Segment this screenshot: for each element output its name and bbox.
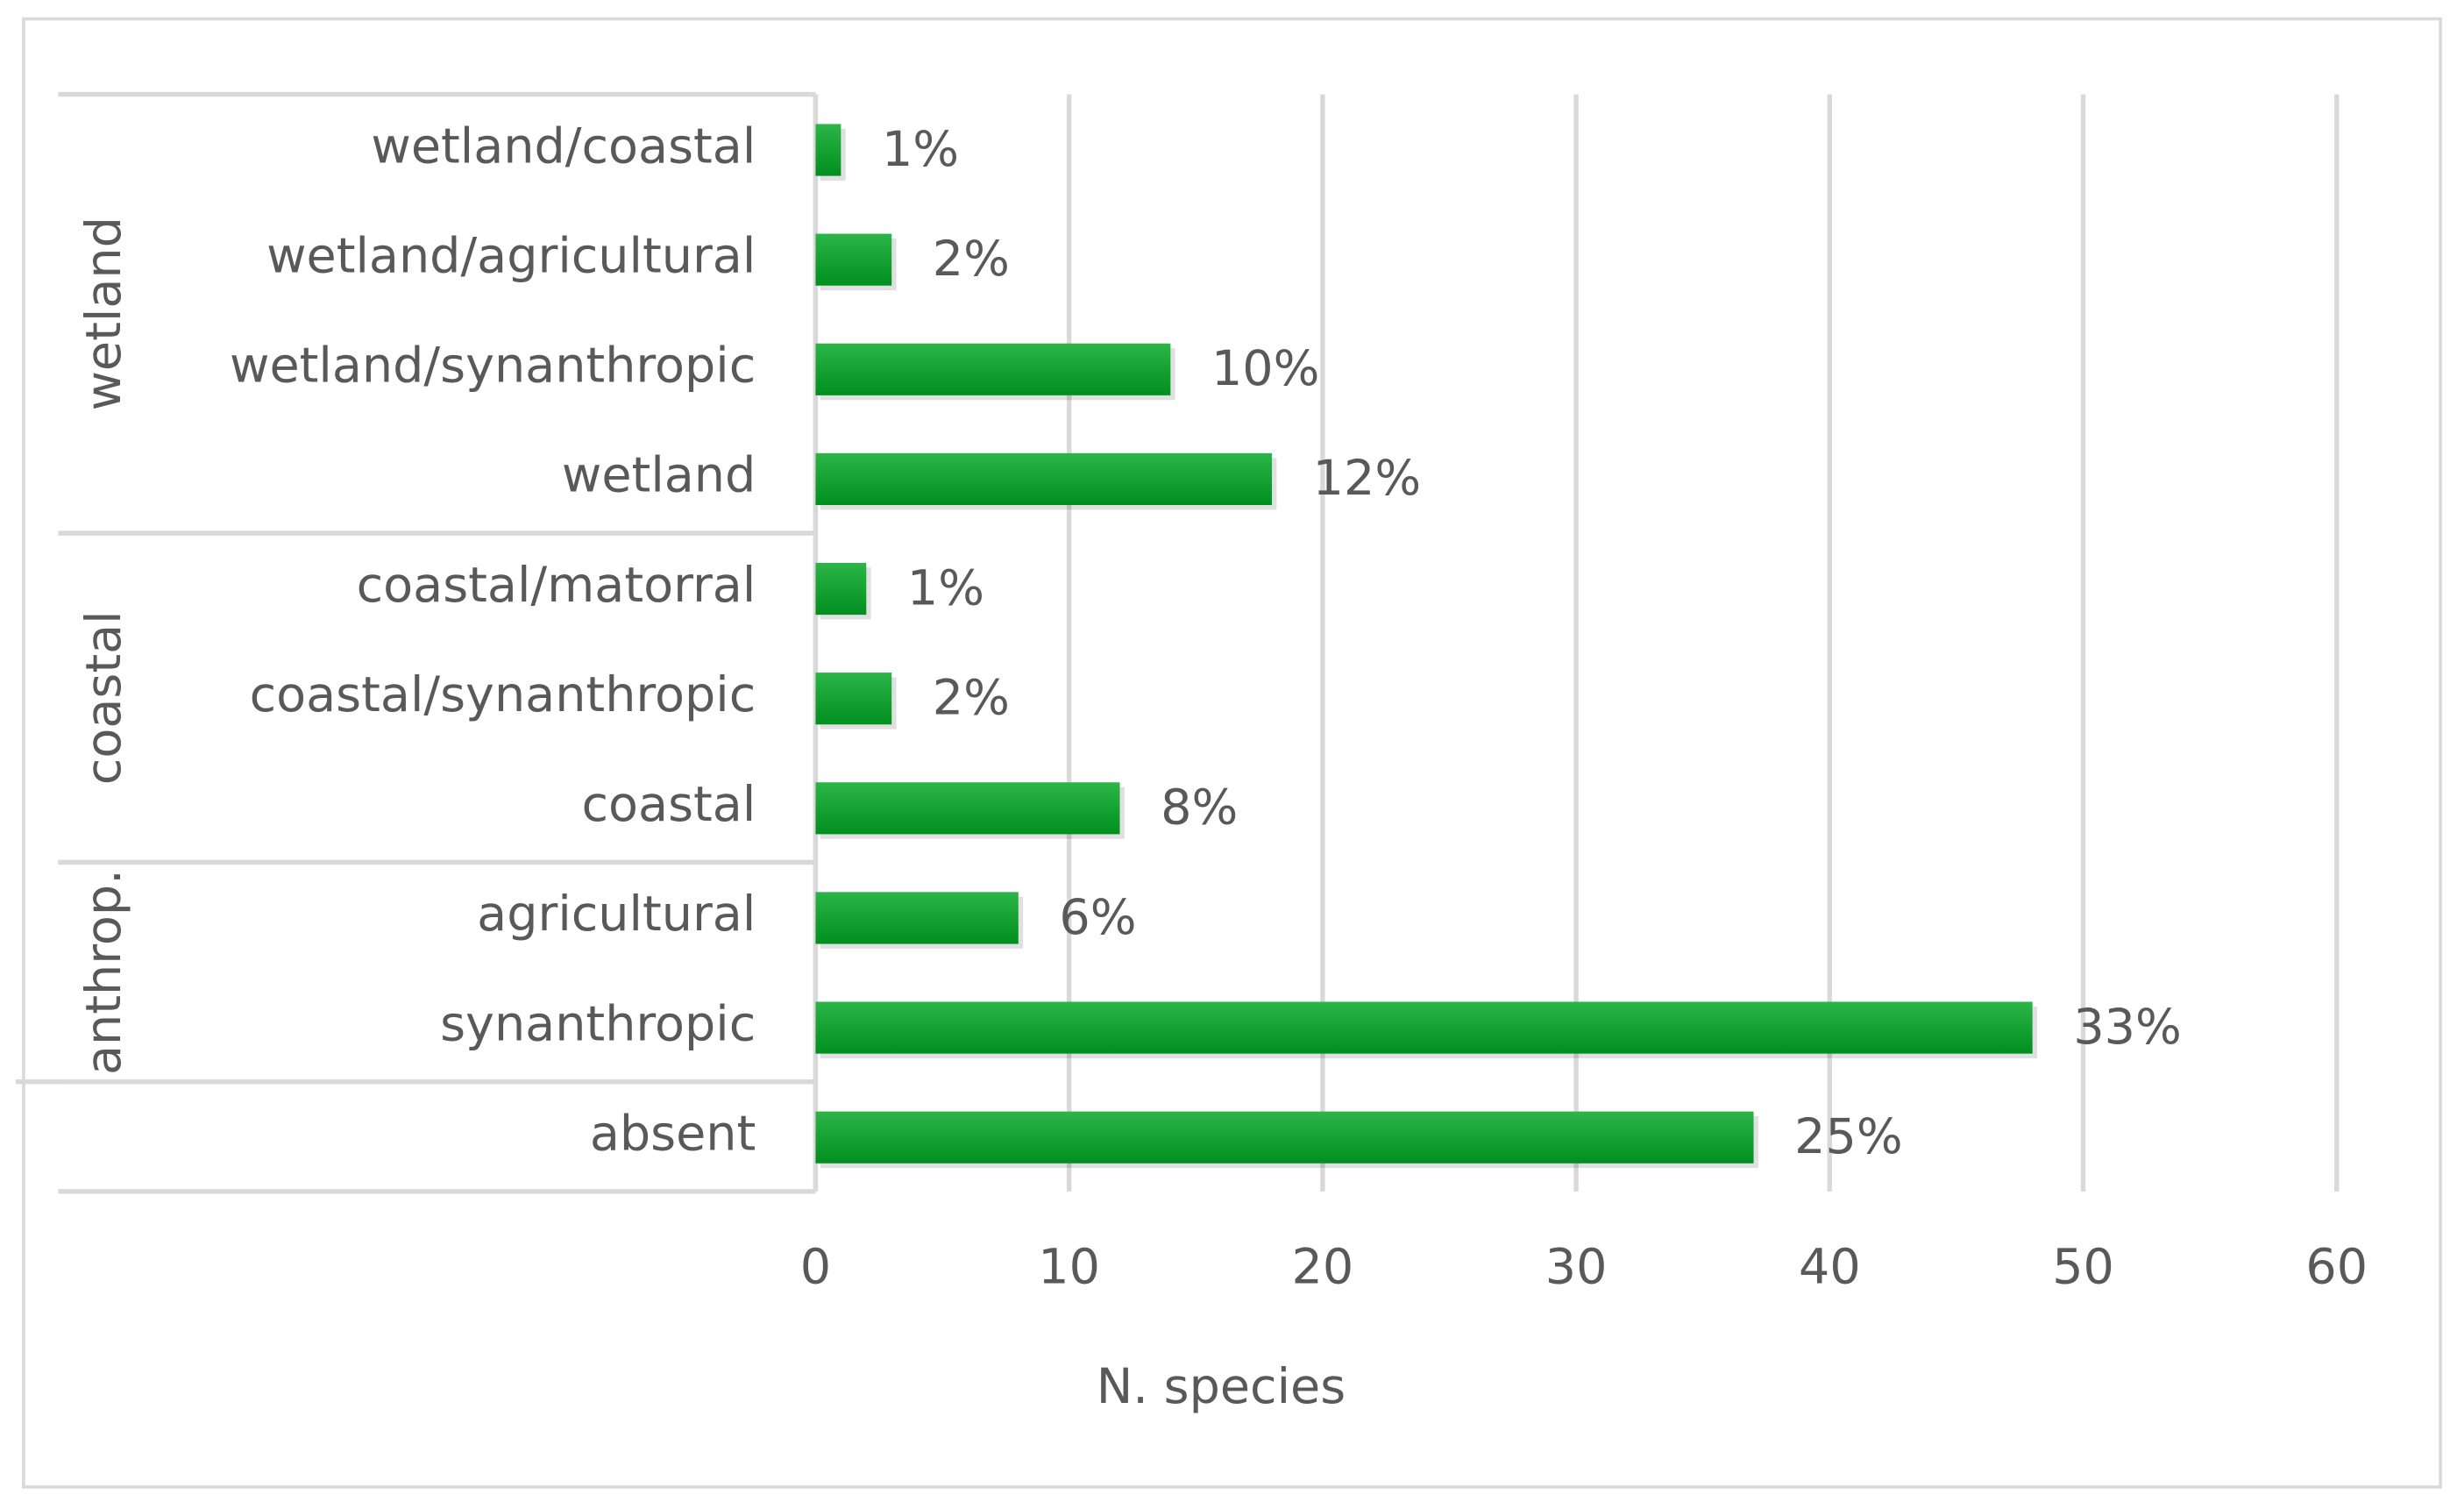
- x-tick-label: 40: [1799, 1239, 1861, 1296]
- value-label: 2%: [933, 669, 1010, 726]
- bar: [815, 562, 867, 616]
- x-tick-label: 50: [2052, 1239, 2114, 1296]
- bar: [815, 233, 892, 286]
- value-label: 25%: [1794, 1108, 1902, 1165]
- value-label: 33%: [2073, 999, 2181, 1056]
- chart-border: [22, 17, 2442, 1489]
- y-tick-label: absent: [590, 1105, 756, 1162]
- bar: [815, 343, 1171, 395]
- value-label: 12%: [1313, 450, 1422, 507]
- value-label: 2%: [933, 231, 1010, 288]
- bar: [815, 452, 1273, 505]
- value-label: 6%: [1059, 889, 1136, 946]
- y-tick-label: wetland/synanthropic: [230, 338, 756, 395]
- bar: [815, 124, 841, 176]
- value-label: 1%: [882, 121, 959, 178]
- y-tick-label: coastal/matorral: [357, 557, 756, 614]
- x-tick-label: 30: [1545, 1239, 1608, 1296]
- x-tick-label: 10: [1038, 1239, 1100, 1296]
- x-tick-label: 60: [2305, 1239, 2368, 1296]
- y-tick-label: wetland/coastal: [371, 117, 756, 174]
- x-tick-label: 0: [800, 1239, 831, 1296]
- bar: [815, 892, 1019, 944]
- y-tick-label: wetland: [562, 447, 756, 504]
- y-tick-label: coastal/synanthropic: [250, 666, 756, 723]
- bar: [815, 1111, 1754, 1164]
- group-label: anthrop.: [75, 869, 132, 1075]
- y-tick-label: agricultural: [477, 886, 756, 943]
- group-label: coastal: [75, 610, 132, 785]
- value-label: 8%: [1161, 779, 1238, 836]
- bar: [815, 1001, 2033, 1054]
- bar: [815, 673, 892, 725]
- y-tick-label: wetland/agricultural: [266, 227, 756, 284]
- group-label: wetland: [75, 217, 132, 410]
- x-tick-label: 20: [1292, 1239, 1354, 1296]
- x-axis-title: N. species: [1097, 1358, 1346, 1415]
- bar: [815, 782, 1120, 835]
- value-label: 10%: [1211, 340, 1320, 397]
- y-tick-label: synanthropic: [440, 995, 756, 1052]
- y-tick-label: coastal: [581, 776, 756, 833]
- value-label: 1%: [907, 559, 984, 616]
